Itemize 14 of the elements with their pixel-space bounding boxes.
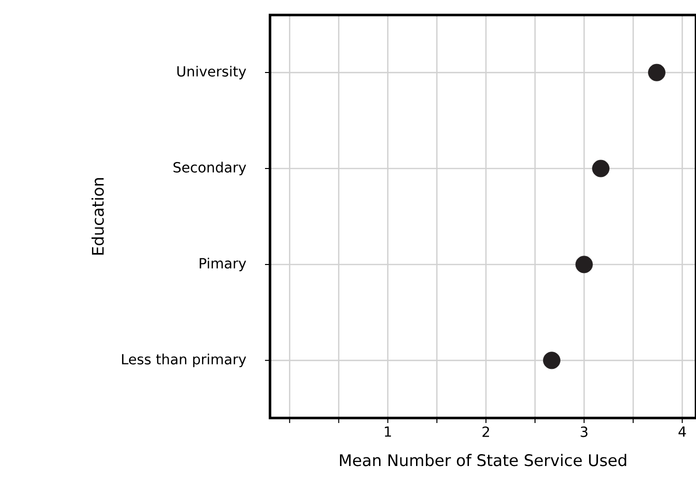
x-tick-label: 4	[678, 426, 686, 437]
y-tick-label: Secondary	[174, 162, 246, 176]
point	[592, 160, 610, 178]
y-tick-label: Pimary	[200, 258, 246, 272]
point	[648, 64, 666, 82]
x-tick-label: 3	[580, 426, 588, 438]
y-axis-title: Education	[92, 178, 104, 255]
y-tick-label: University	[177, 66, 246, 80]
point	[543, 352, 560, 370]
y-tick-label: Less than primary	[122, 354, 246, 368]
x-tick-label: 2	[482, 426, 489, 437]
x-axis-title: Mean Number of State Service Used	[340, 454, 626, 466]
x-tick-label: 1	[384, 426, 391, 437]
point	[575, 256, 593, 274]
